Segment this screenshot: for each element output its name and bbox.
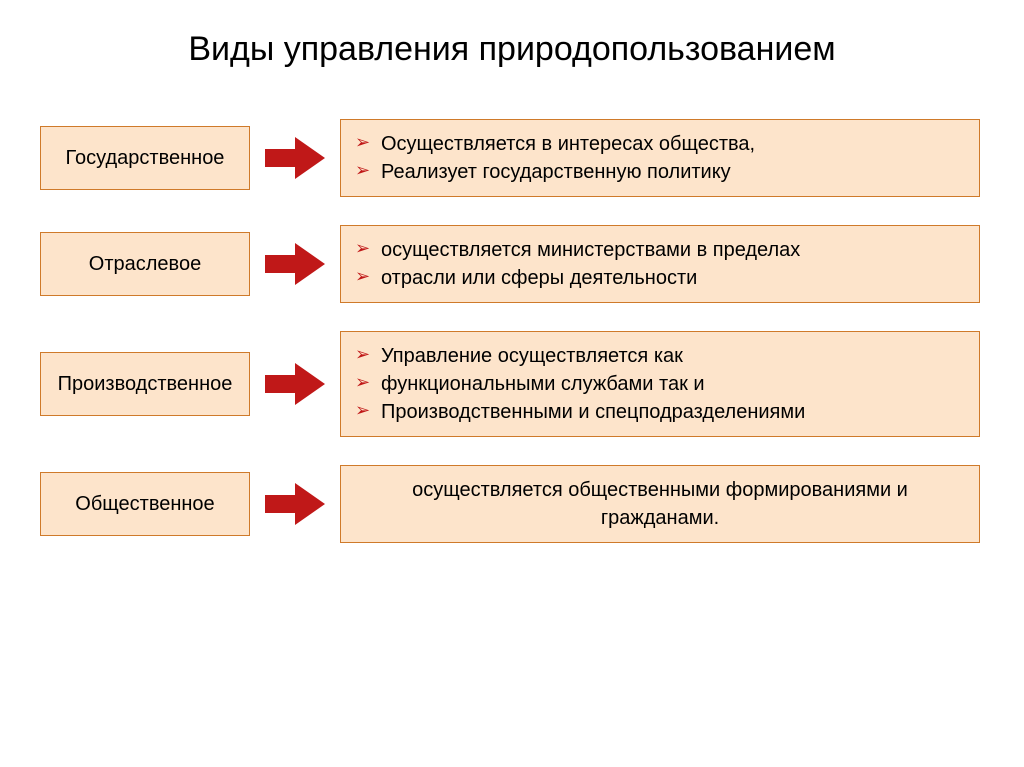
diagram-row: Производственное Управление осуществляет… xyxy=(40,331,994,437)
description-box: Управление осуществляется какфункциональ… xyxy=(340,331,980,437)
category-label: Отраслевое xyxy=(40,232,250,296)
description-item: отрасли или сферы деятельности xyxy=(355,264,965,292)
description-list: Управление осуществляется какфункциональ… xyxy=(355,342,965,426)
diagram-row: Общественное осуществляется общественным… xyxy=(40,465,994,543)
description-list: осуществляется министерствами в пределах… xyxy=(355,236,965,292)
description-item: функциональными службами так и xyxy=(355,370,965,398)
category-label: Производственное xyxy=(40,352,250,416)
arrow-icon xyxy=(265,243,325,285)
arrow-wrap xyxy=(250,137,340,179)
description-text: осуществляется общественными формировани… xyxy=(355,476,965,532)
arrow-wrap xyxy=(250,363,340,405)
arrow-wrap xyxy=(250,243,340,285)
arrow-wrap xyxy=(250,483,340,525)
slide-title: Виды управления природопользованием xyxy=(0,30,1024,69)
description-box: осуществляется общественными формировани… xyxy=(340,465,980,543)
description-list: Осуществляется в интересах общества,Реал… xyxy=(355,130,965,186)
rows-container: Государственное Осуществляется в интерес… xyxy=(0,119,1024,543)
arrow-icon xyxy=(265,483,325,525)
diagram-row: Государственное Осуществляется в интерес… xyxy=(40,119,994,197)
description-item: Осуществляется в интересах общества, xyxy=(355,130,965,158)
description-item: Реализует государственную политику xyxy=(355,158,965,186)
arrow-icon xyxy=(265,363,325,405)
category-label: Государственное xyxy=(40,126,250,190)
slide: Виды управления природопользованием Госу… xyxy=(0,0,1024,767)
arrow-icon xyxy=(265,137,325,179)
description-item: осуществляется министерствами в пределах xyxy=(355,236,965,264)
description-box: Осуществляется в интересах общества,Реал… xyxy=(340,119,980,197)
diagram-row: Отраслевое осуществляется министерствами… xyxy=(40,225,994,303)
description-item: Управление осуществляется как xyxy=(355,342,965,370)
description-box: осуществляется министерствами в пределах… xyxy=(340,225,980,303)
description-item: Производственными и спецподразделениями xyxy=(355,398,965,426)
category-label: Общественное xyxy=(40,472,250,536)
